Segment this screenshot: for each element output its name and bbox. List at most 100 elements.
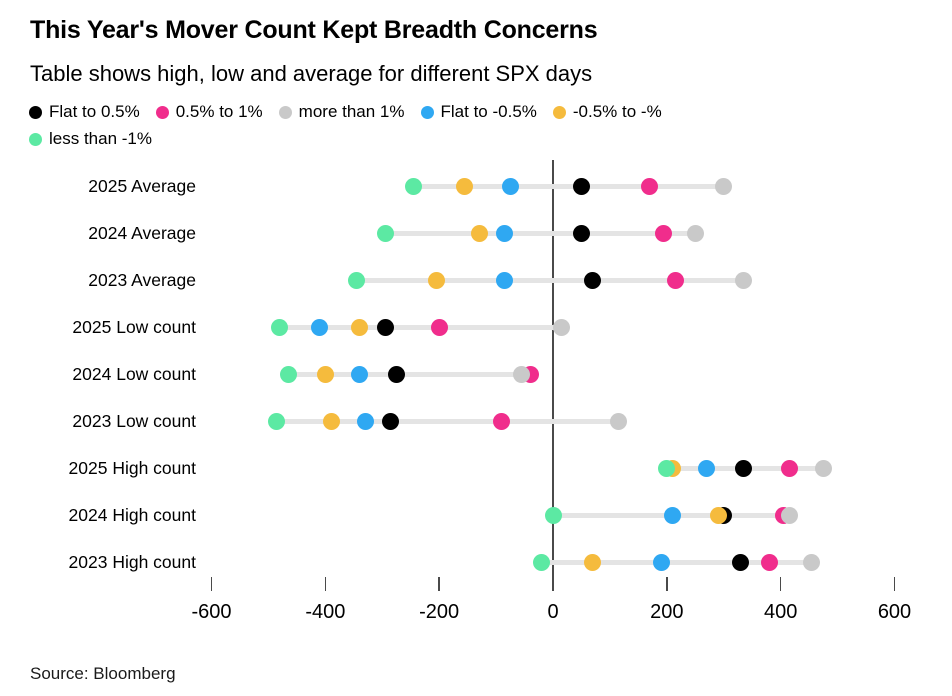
dot-blue — [501, 178, 519, 195]
chart-title: This Year's Mover Count Kept Breadth Con… — [30, 16, 598, 44]
category-label: 2023 High count — [68, 551, 196, 572]
row-connector — [276, 419, 619, 424]
dot-blue — [652, 554, 670, 571]
source-note: Source: Bloomberg — [30, 664, 176, 683]
dot-black — [376, 319, 394, 336]
x-tick-mark — [666, 577, 668, 591]
dot-black — [387, 366, 405, 383]
dot-green — [533, 554, 551, 571]
dot-green — [658, 460, 676, 477]
legend: Flat to 0.5% 0.5% to 1% more than 1% Flat t… — [29, 102, 769, 156]
dot-blue — [664, 507, 682, 524]
legend-swatch-yellow — [552, 105, 566, 119]
dot-green — [544, 507, 562, 524]
dot-yellow — [470, 225, 488, 242]
legend-label: 0.5% to 1% — [175, 102, 263, 121]
dot-green — [271, 319, 289, 336]
dot-pink — [760, 554, 778, 571]
dot-pink — [666, 272, 684, 289]
row-connector — [356, 278, 744, 283]
dot-gray — [686, 225, 704, 242]
legend-label: less than -1% — [49, 129, 152, 148]
dot-gray — [803, 554, 821, 571]
x-tick-label: 400 — [763, 601, 798, 623]
dot-blue — [311, 319, 329, 336]
dot-pink — [430, 319, 448, 336]
chart-subtitle: Table shows high, low and average for di… — [30, 61, 593, 86]
dot-pink — [655, 225, 673, 242]
row-connector — [279, 325, 562, 330]
dot-gray — [780, 507, 798, 524]
dot-gray — [735, 272, 753, 289]
category-label: 2025 High count — [68, 457, 196, 478]
x-tick-label: 600 — [877, 601, 912, 623]
dot-black — [572, 225, 590, 242]
legend-label: -0.5% to -% — [572, 102, 662, 121]
legend-item-black: Flat to 0.5% — [29, 102, 140, 122]
dot-green — [268, 413, 286, 430]
legend-row: less than -1% — [29, 129, 769, 149]
legend-item-pink: 0.5% to 1% — [155, 102, 263, 122]
dot-yellow — [350, 319, 368, 336]
dot-blue — [356, 413, 374, 430]
legend-swatch-gray — [278, 105, 292, 119]
x-tick-label: 0 — [547, 601, 559, 623]
dot-yellow — [427, 272, 445, 289]
dot-pink — [780, 460, 798, 477]
legend-label: Flat to -0.5% — [440, 102, 537, 121]
legend-row: Flat to 0.5% 0.5% to 1% more than 1% Flat t… — [29, 102, 769, 122]
x-tick-mark — [438, 577, 440, 591]
category-label: 2024 Average — [88, 222, 196, 243]
legend-label: Flat to 0.5% — [49, 102, 140, 121]
x-tick-label: -600 — [191, 601, 232, 623]
category-label: 2023 Low count — [72, 410, 196, 431]
dot-green — [348, 272, 366, 289]
x-tick-mark — [552, 577, 554, 591]
dot-blue — [350, 366, 368, 383]
legend-swatch-pink — [155, 105, 169, 119]
dot-gray — [609, 413, 627, 430]
dot-blue — [496, 225, 514, 242]
x-tick-mark — [893, 577, 896, 591]
dot-pink — [641, 178, 659, 195]
dot-gray — [553, 319, 571, 336]
dot-green — [405, 178, 423, 195]
row-connector — [385, 231, 696, 236]
x-tick-mark — [324, 577, 327, 591]
dot-black — [584, 272, 602, 289]
row-connector — [413, 184, 724, 189]
legend-item-gray: more than 1% — [278, 102, 405, 122]
dot-black — [382, 413, 400, 430]
legend-item-green: less than -1% — [29, 129, 152, 149]
row-connector — [288, 372, 531, 377]
legend-swatch-black — [29, 105, 42, 119]
dot-gray — [513, 366, 531, 383]
category-label: 2025 Average — [88, 175, 196, 196]
dot-blue — [698, 460, 716, 477]
x-tick-label: 200 — [650, 601, 684, 623]
legend-swatch-blue — [420, 105, 434, 119]
category-label: 2025 Low count — [72, 316, 196, 337]
dot-gray — [715, 178, 733, 195]
dot-gray — [814, 460, 832, 477]
dot-blue — [496, 272, 514, 289]
legend-label: more than 1% — [298, 102, 405, 121]
dot-yellow — [456, 178, 474, 195]
category-label: 2024 Low count — [72, 363, 196, 384]
x-tick-mark — [779, 577, 782, 591]
category-label: 2024 High count — [68, 504, 196, 525]
dot-yellow — [584, 554, 602, 571]
dot-black — [572, 178, 590, 195]
legend-item-yellow: -0.5% to -% — [552, 102, 662, 122]
dot-pink — [493, 413, 511, 430]
x-tick-label: -200 — [419, 601, 460, 623]
dot-green — [279, 366, 297, 383]
dot-black — [735, 460, 753, 477]
row-connector — [541, 560, 812, 565]
category-label: 2023 Average — [88, 269, 196, 290]
dot-yellow — [709, 507, 727, 524]
dot-green — [376, 225, 394, 242]
dot-black — [732, 554, 750, 571]
